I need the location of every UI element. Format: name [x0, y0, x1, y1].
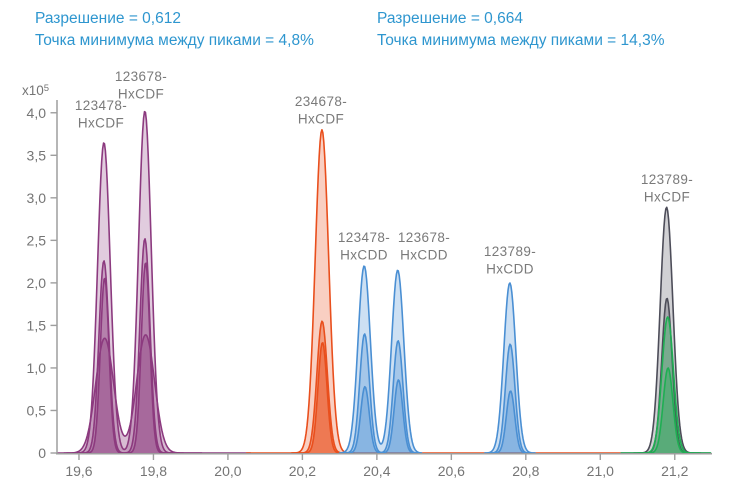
- trace-line-hxcdf-purple-wide: [63, 334, 203, 454]
- x-tick-label: 20,2: [289, 463, 316, 479]
- trace-line-hxcdd-blue-small-a: [344, 379, 417, 454]
- trace-line-hxcdd-blue-mid-b: [487, 343, 533, 454]
- trace-line-hxcdd-blue-main-a: [338, 265, 423, 454]
- peak-label-123478-hxcdf: 123478-: [75, 98, 127, 113]
- trace-fill-hxcdd-blue-main-b: [484, 282, 536, 453]
- x-tick-label: 20,4: [363, 463, 390, 479]
- x-tick-label: 19,8: [140, 463, 167, 479]
- peak-label-123789-hxcdf: 123789-: [641, 172, 693, 187]
- peak-label-123789-hxcdd: HxCDD: [486, 262, 534, 277]
- x-tick-label: 21,0: [587, 463, 614, 479]
- x-tick-label: 20,6: [438, 463, 465, 479]
- y-axis-multiplier: x105: [22, 83, 49, 98]
- trace-fill-hxcdf-purple-main: [57, 111, 252, 454]
- trace-fill-hxcdf-orange-main: [246, 129, 622, 453]
- peak-label-234678-hxcdf: HxCDF: [298, 112, 344, 127]
- y-tick-label: 3,0: [27, 190, 47, 206]
- x-tick-label: 21,2: [661, 463, 688, 479]
- peak-label-123478-hxcdf: HxCDF: [78, 116, 124, 131]
- annotation-right: Разрешение = 0,664 Точка минимума между …: [377, 8, 664, 52]
- x-tick-label: 20,0: [214, 463, 241, 479]
- valley-minimum-value-right: Точка минимума между пиками = 14,3%: [377, 32, 665, 49]
- peak-label-123678-hxcdd: HxCDD: [400, 248, 448, 263]
- peak-label-123789-hxcdf: HxCDF: [644, 190, 690, 205]
- x-tick-label: 20,8: [512, 463, 539, 479]
- peak-label-123789-hxcdd: 123789-: [484, 244, 536, 259]
- trace-line-hxcdf-orange-main: [245, 128, 622, 454]
- peak-label-123478-hxcdd: 123478-: [338, 230, 390, 245]
- trace-fill-hxcdf-purple-mid1: [78, 238, 180, 453]
- trace-line-hxcdf-purple-mid2: [78, 262, 181, 454]
- trace-line-hxcdd-blue-small-b: [489, 390, 531, 454]
- annotation-left: Разрешение = 0,612 Точка минимума между …: [35, 8, 314, 52]
- trace-fill-hxcdf-green-small: [637, 368, 699, 453]
- y-tick-label: 3,5: [27, 147, 47, 163]
- trace-fill-hxcdf-gray-main: [621, 207, 712, 453]
- trace-line-hxcdd-blue-main-b: [484, 282, 536, 454]
- x-tick-label: 19,6: [65, 463, 92, 479]
- y-tick-label: 2,5: [27, 232, 47, 248]
- peak-label-234678-hxcdf: 234678-: [295, 94, 347, 109]
- peak-label-123678-hxcdf: 123678-: [115, 69, 167, 84]
- y-tick-label: 4,0: [27, 105, 47, 121]
- resolution-value-right: Разрешение = 0,664: [377, 10, 523, 27]
- trace-fill-hxcdf-purple-mid2: [78, 263, 180, 453]
- y-tick-label: 0: [38, 445, 46, 461]
- trace-fill-hxcdf-gray-mid: [633, 298, 701, 453]
- trace-fill-hxcdf-green-main: [621, 316, 712, 453]
- y-tick-label: 2,0: [27, 275, 47, 291]
- trace-fill-hxcdd-blue-mid-a: [343, 334, 418, 453]
- peak-label-123478-hxcdd: HxCDD: [340, 248, 388, 263]
- trace-fill-hxcdf-orange-small: [293, 342, 353, 453]
- valley-minimum-value-left: Точка минимума между пиками = 4,8%: [35, 32, 314, 49]
- y-tick-label: 0,5: [27, 402, 47, 418]
- trace-fill-hxcdd-blue-mid-b: [488, 344, 532, 453]
- trace-fill-hxcdd-blue-small-b: [490, 391, 530, 453]
- trace-fill-hxcdf-orange-mid: [291, 321, 355, 453]
- resolution-value-left: Разрешение = 0,612: [35, 10, 181, 27]
- peak-label-123678-hxcdf: HxCDF: [118, 87, 164, 102]
- y-tick-label: 1,5: [27, 317, 47, 333]
- peak-label-123678-hxcdd: 123678-: [398, 230, 450, 245]
- y-tick-label: 1,0: [27, 360, 47, 376]
